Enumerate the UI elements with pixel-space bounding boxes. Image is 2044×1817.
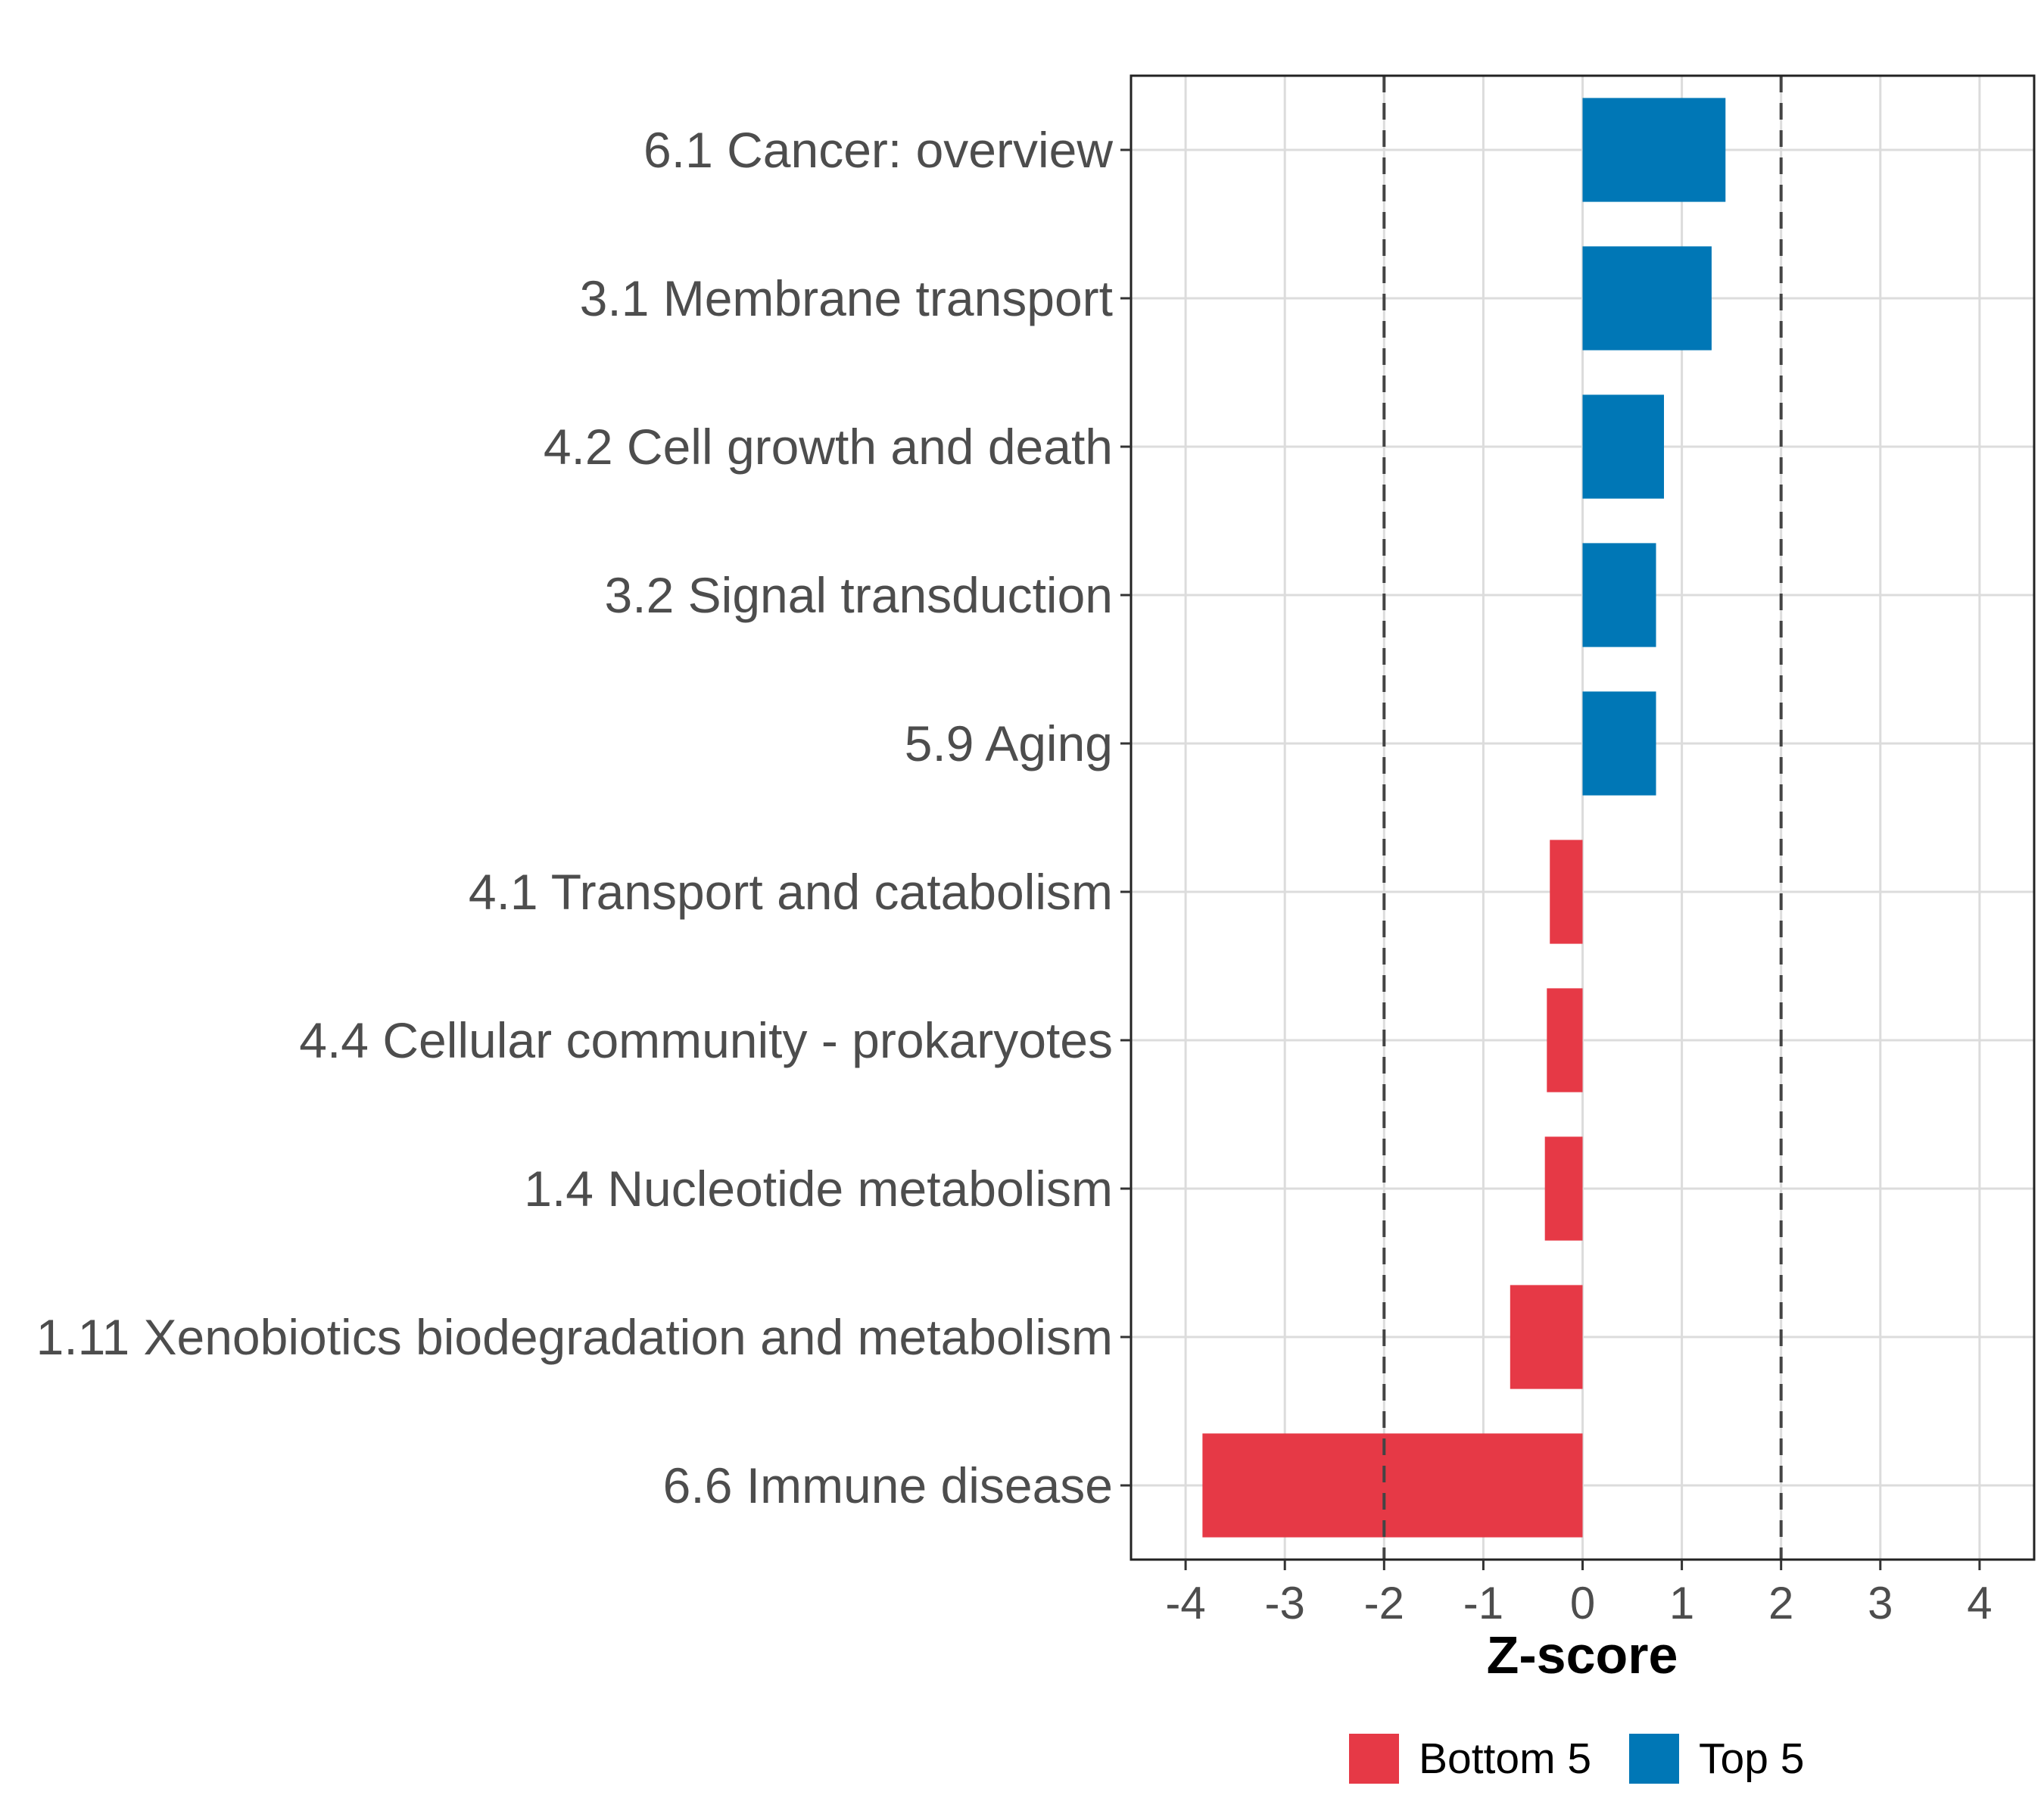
bar [1510,1285,1583,1389]
x-tick-label: -3 [1265,1578,1305,1628]
x-axis: -4 -3 -2 -1 0 1 2 3 4 [1165,1560,1993,1628]
reference-lines [1382,76,1783,1560]
x-axis-title: Z-score [1487,1625,1678,1685]
legend: Bottom 5 Top 5 [1349,1734,1804,1784]
category-label: 1.4 Nucleotide metabolism [524,1161,1113,1217]
bar [1582,98,1726,202]
x-tick-label: 1 [1669,1578,1694,1628]
category-label: 4.4 Cellular community - prokaryotes [299,1012,1113,1068]
x-tick-label: 2 [1768,1578,1793,1628]
x-tick-label: 3 [1868,1578,1893,1628]
category-label: 4.1 Transport and catabolism [469,864,1113,920]
legend-swatch [1349,1734,1399,1784]
y-axis: 6.1 Cancer: overview 3.1 Membrane transpo… [36,122,1131,1513]
x-tick-label: -4 [1165,1578,1205,1628]
legend-label: Bottom 5 [1419,1734,1591,1783]
bar [1582,543,1656,647]
category-label: 3.2 Signal transduction [605,567,1113,623]
category-label: 3.1 Membrane transport [580,270,1113,326]
bar [1547,988,1583,1092]
bars [1202,98,1726,1538]
category-label: 6.6 Immune disease [663,1457,1113,1513]
x-tick-label: -2 [1364,1578,1404,1628]
x-tick-label: -1 [1463,1578,1503,1628]
bar [1582,691,1656,796]
bar [1550,840,1583,944]
bar [1202,1433,1583,1538]
bar [1544,1136,1583,1241]
x-tick-label: 0 [1570,1578,1595,1628]
category-label: 5.9 Aging [905,715,1113,771]
legend-label: Top 5 [1699,1734,1804,1783]
legend-swatch [1629,1734,1679,1784]
category-label: 4.2 Cell growth and death [544,419,1113,475]
x-tick-label: 4 [1967,1578,1992,1628]
bar [1582,394,1665,499]
bar [1582,246,1712,351]
category-label: 6.1 Cancer: overview [643,122,1113,178]
category-label: 1.11 Xenobiotics biodegradation and meta… [36,1309,1113,1365]
